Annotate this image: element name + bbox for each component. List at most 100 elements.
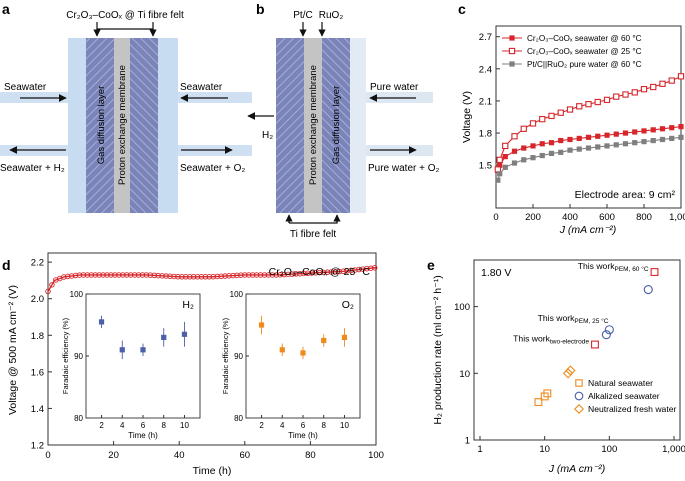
y-tick-label-d: 1.2 (31, 441, 44, 452)
data-point-d (175, 273, 181, 280)
data-point-d (100, 272, 106, 278)
y-tick-label-e: 10 (459, 369, 470, 380)
data-point-o2 (321, 337, 327, 344)
label-a-out-right: Seawater + O₂ (180, 163, 245, 174)
data-point-h2 (181, 331, 188, 337)
data-point-d (348, 267, 354, 274)
label-b-in: Pure water (370, 82, 419, 93)
inset-x-tick-label-h2: 8 (162, 421, 167, 430)
x-tick-label-e: 10 (539, 444, 550, 455)
data-point-c-0 (521, 145, 527, 151)
data-point-d (249, 272, 256, 278)
data-point-c-0 (669, 125, 675, 131)
x-tick-label-d: 20 (108, 450, 119, 461)
data-point-d (171, 273, 177, 280)
voltage-label-e: 1.80 V (481, 267, 511, 279)
data-point-d (135, 272, 142, 278)
data-point-c-1 (650, 83, 657, 91)
data-point-d (202, 274, 209, 280)
data-point-d (340, 268, 346, 275)
ylabel-e: H₂ production rate (ml cm⁻² h⁻¹) (432, 275, 444, 424)
legend-label-c-1: Cr₂O₃–CoOₓ seawater @ 25 °C (527, 47, 642, 56)
data-point-d (230, 272, 236, 279)
inset-ylabel-o2: Faradaic efficiency (%) (221, 317, 230, 394)
legend-label-c-2: Pt/C||RuO₂ pure water @ 60 °C (527, 60, 642, 69)
data-point-c-1 (576, 103, 583, 110)
inset-y-tick-label-h2: 100 (70, 290, 84, 299)
data-point-c-1 (677, 73, 685, 80)
data-point-d (112, 272, 118, 278)
data-point-d (234, 272, 240, 279)
data-point-o2 (300, 350, 306, 356)
data-point-c-1 (594, 98, 601, 106)
xlabel-c: J (mA cm⁻²) (559, 224, 616, 236)
data-point-d (206, 274, 213, 280)
data-point-h2 (119, 347, 125, 353)
chart-c: c 0 200 400 600 800 1,000 1.5 1.8 2.1 2.4 2.7 Cr₂O… (458, 1, 685, 236)
data-point-c-0 (576, 135, 582, 142)
panel-b: b Pt/C RuO₂ Proton exchange membrane Gas… (247, 1, 440, 240)
membrane-a (114, 38, 130, 213)
plot-frame-e (473, 259, 681, 441)
data-point-c-1 (585, 101, 592, 108)
data-point-c-2 (632, 140, 638, 146)
data-point-d (163, 273, 169, 279)
data-point-d (273, 272, 280, 278)
inset-frame-o2 (245, 293, 361, 419)
x-tick-label-d: 80 (305, 450, 316, 461)
bracket-b (288, 216, 338, 224)
data-point-c-1 (557, 109, 564, 116)
ticks-e: 1 10 100 1,000 1 10 100 (454, 302, 685, 455)
data-point-c-0 (567, 136, 573, 143)
data-point-c-0 (585, 134, 592, 140)
series-d (45, 265, 378, 295)
data-point-d (242, 272, 248, 278)
data-point-c-2 (604, 143, 610, 149)
data-point-e-0 (650, 268, 659, 276)
data-point-c-2 (530, 155, 536, 161)
data-point-c-2 (650, 137, 656, 144)
data-point-c-2 (548, 150, 555, 156)
data-point-d (190, 274, 197, 280)
data-point-c-1 (631, 89, 638, 96)
point-label-e-0: This workPEM, 60 °C (578, 261, 649, 273)
plot-frame-d (47, 252, 377, 446)
x-tick-label-c: 800 (636, 212, 652, 223)
point-label-main-e: This work (578, 261, 615, 271)
data-point-c-0 (650, 127, 656, 133)
inset-x-tick-label-o2: 4 (280, 421, 285, 430)
series-line-c-0 (497, 126, 682, 171)
data-point-c-2 (669, 135, 675, 142)
data-point-d (92, 272, 98, 278)
data-point-d (179, 274, 185, 280)
series-line-c-1 (497, 75, 682, 170)
inset-title-o2: O₂ (342, 299, 354, 311)
label-b-out: Pure water + O₂ (368, 163, 440, 174)
data-point-e-1 (643, 285, 653, 295)
data-point-c-2 (641, 139, 647, 145)
inset-y-tick-label-o2: 100 (230, 290, 244, 299)
panel-a: a Cr₂O₃–CoOₓ @ Ti fibre felt Gas diffusi… (0, 1, 252, 213)
x-tick-label-d: 0 (45, 450, 50, 461)
data-point-c-2 (595, 144, 601, 150)
point-label-main-e: This work (538, 313, 575, 323)
data-point-c-2 (495, 177, 501, 183)
x-tick-label-e: 100 (601, 444, 617, 455)
data-point-d (147, 272, 154, 278)
data-point-d (301, 270, 307, 277)
data-point-d (368, 265, 374, 271)
data-point-c-0 (641, 128, 647, 134)
data-point-d (49, 282, 55, 288)
data-point-d (253, 272, 260, 278)
x-tick-label-c: 1,000 (669, 212, 685, 223)
label-a-in-right: Seawater (180, 82, 223, 93)
inset-x-tick-label-o2: 6 (301, 421, 306, 430)
data-point-e-0 (543, 389, 552, 398)
data-point-c-2 (567, 147, 573, 153)
y-tick-label-c: 1.5 (479, 161, 492, 172)
membrane-b (304, 38, 322, 213)
data-point-d (127, 272, 134, 278)
membrane-label-b: Proton exchange membrane (308, 65, 319, 185)
data-point-c-0 (558, 137, 564, 144)
